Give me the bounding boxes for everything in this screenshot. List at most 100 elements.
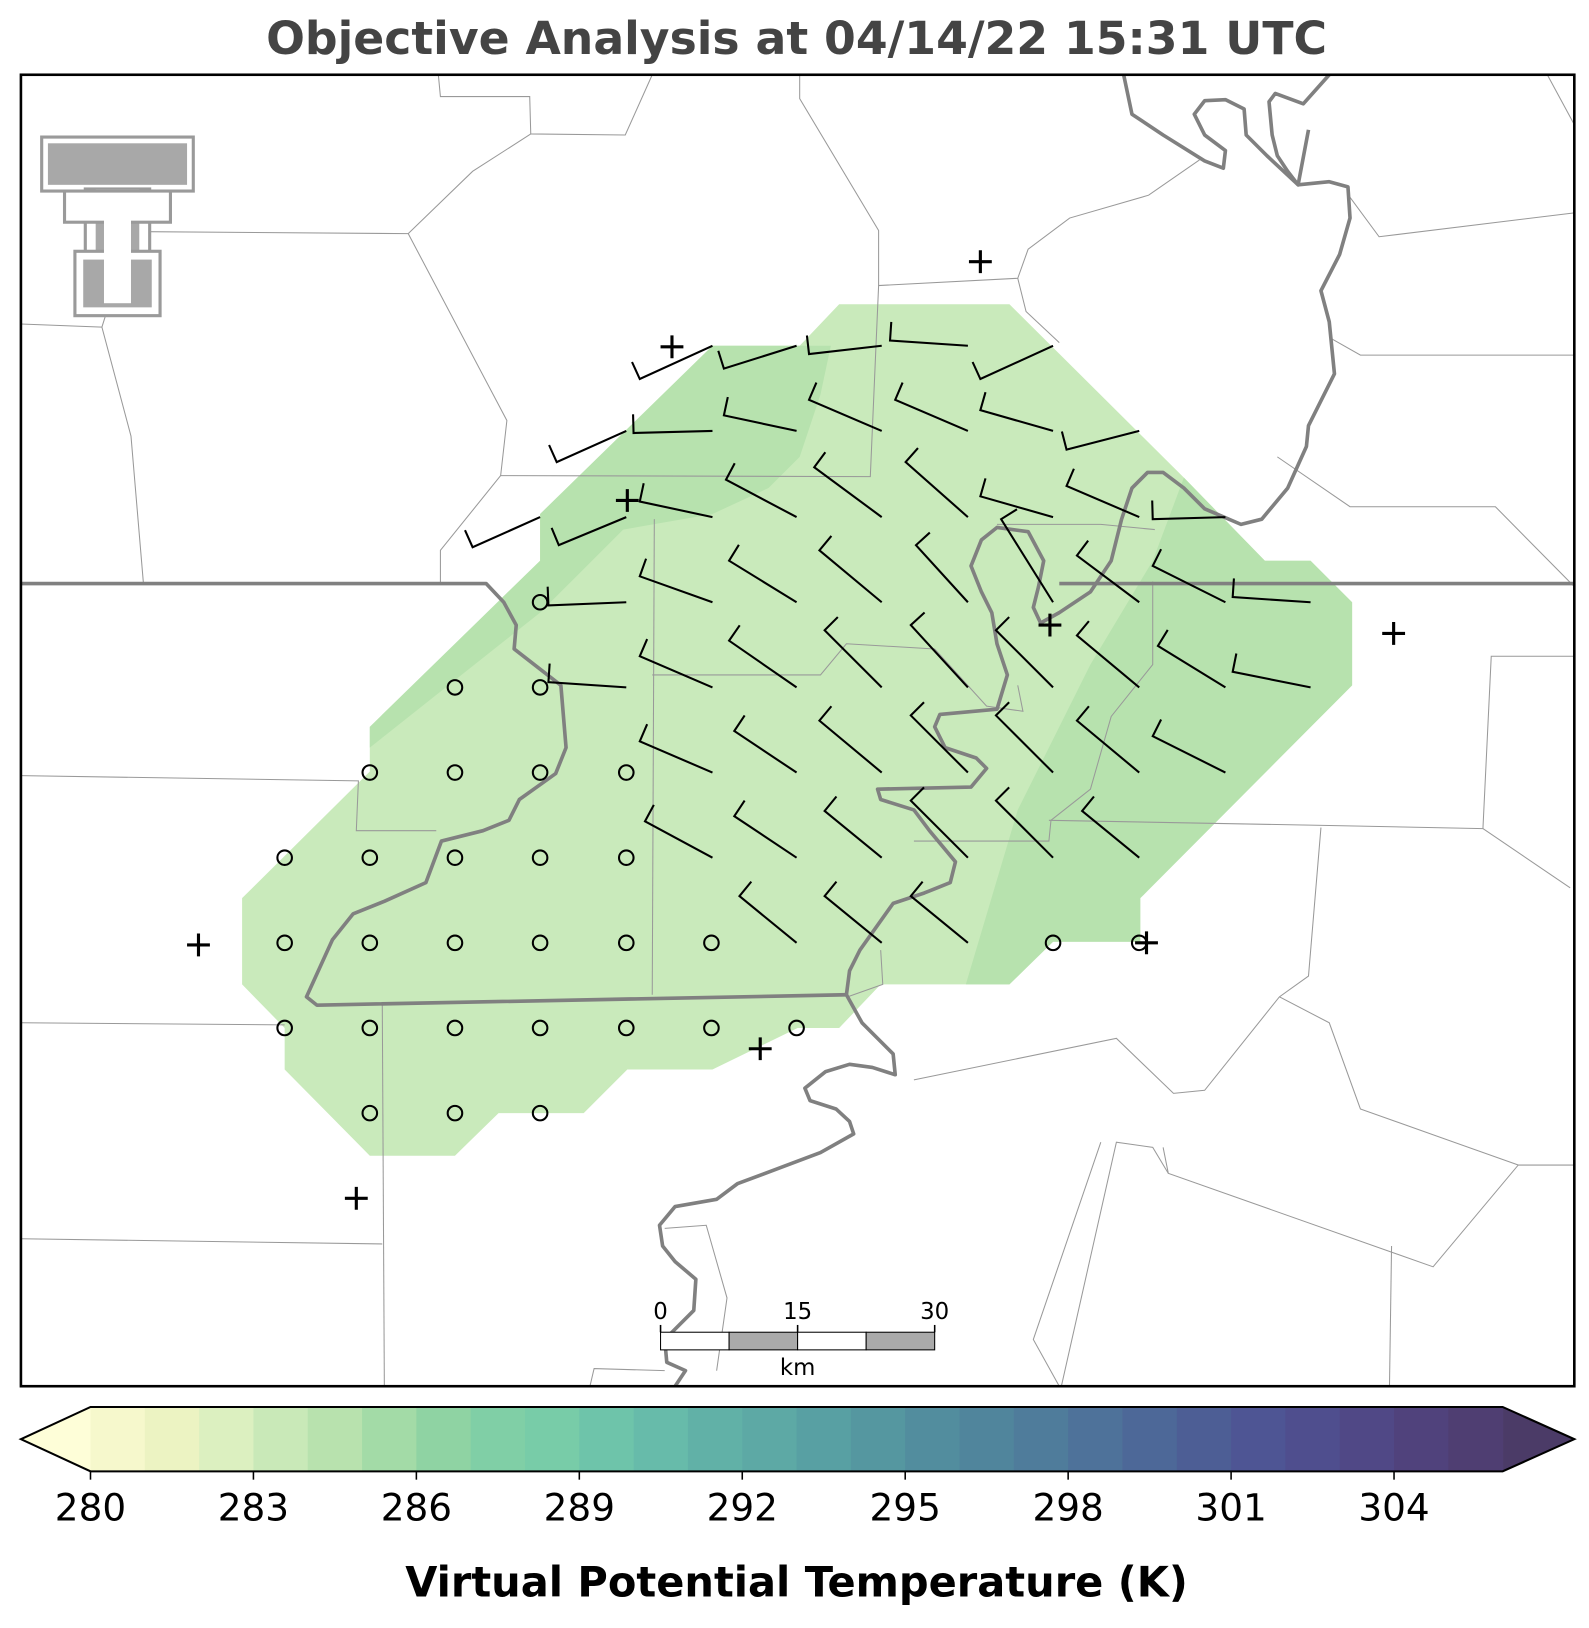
missing-station bbox=[748, 1037, 772, 1061]
colorbar-tick-label: 289 bbox=[544, 1485, 615, 1529]
calm-station bbox=[531, 849, 549, 866]
county-lines bbox=[20, 74, 1575, 1387]
colorbar-segment bbox=[687, 1406, 743, 1472]
colorbar-segment bbox=[1122, 1406, 1178, 1472]
wind-barb bbox=[464, 516, 541, 549]
wind-barb bbox=[979, 391, 1054, 432]
wind-barb bbox=[823, 616, 883, 689]
calm-station bbox=[446, 1019, 464, 1037]
wind-barb bbox=[550, 516, 627, 547]
title: Objective Analysis at 04/14/22 15:31 UTC bbox=[266, 12, 1327, 65]
wind-barb bbox=[823, 795, 883, 859]
calm-station bbox=[361, 764, 379, 781]
colorbar-tick-label: 304 bbox=[1358, 1485, 1429, 1529]
wind-barb bbox=[994, 616, 1054, 689]
colorbar-segment bbox=[1285, 1406, 1341, 1472]
calm-station bbox=[788, 1019, 805, 1037]
calm-station bbox=[276, 1019, 293, 1037]
colorbar-segment bbox=[199, 1406, 254, 1472]
wind-barb bbox=[909, 701, 969, 774]
missing-station bbox=[660, 335, 684, 359]
colorbar-label: Virtual Potential Temperature (K) bbox=[405, 1558, 1188, 1607]
missing-station bbox=[1382, 621, 1406, 645]
colorbar-segment bbox=[905, 1406, 961, 1472]
wind-barb bbox=[1065, 468, 1140, 519]
map-frame bbox=[19, 73, 1576, 1388]
missing-station bbox=[344, 1186, 368, 1210]
wind-barb bbox=[888, 321, 968, 347]
scale-segment bbox=[865, 1331, 936, 1351]
wind-barb bbox=[643, 804, 713, 859]
calm-station bbox=[531, 1104, 549, 1122]
colorbar-tick-label: 283 bbox=[218, 1485, 289, 1529]
calm-station bbox=[703, 934, 720, 952]
calm-station bbox=[617, 764, 635, 781]
wind-barb bbox=[1156, 629, 1226, 689]
wind-barb bbox=[909, 786, 969, 859]
colorbar-segment bbox=[1231, 1406, 1286, 1472]
calm-station bbox=[617, 1019, 635, 1037]
colorbar-segment bbox=[742, 1406, 798, 1472]
wind-barb bbox=[999, 508, 1054, 603]
wind-barb bbox=[727, 544, 798, 604]
wind-barb bbox=[1075, 705, 1140, 774]
wind-barb bbox=[904, 447, 969, 518]
scale-label: 30 bbox=[920, 1299, 949, 1325]
wind-barb bbox=[971, 344, 1054, 381]
colorbar-segment bbox=[633, 1406, 689, 1472]
wind-barb bbox=[1151, 548, 1226, 604]
wind-barb bbox=[722, 396, 797, 432]
colorbar-segment bbox=[579, 1406, 635, 1472]
colorbar-tick-label: 286 bbox=[381, 1485, 452, 1529]
wind-barb bbox=[1231, 653, 1311, 689]
analysis-shading-dark bbox=[369, 345, 831, 748]
map: 0 15 30 km bbox=[19, 73, 1576, 1388]
wind-barb bbox=[994, 786, 1054, 859]
scale-bar: 0 15 30 km bbox=[653, 1299, 949, 1381]
observations bbox=[187, 250, 1406, 1210]
missing-station bbox=[1038, 613, 1062, 637]
colorbar-tick-label: 298 bbox=[1032, 1485, 1103, 1529]
wind-barb bbox=[1075, 539, 1140, 604]
colorbar-segment bbox=[1339, 1406, 1395, 1472]
wind-barb bbox=[823, 880, 883, 944]
wind-barb bbox=[638, 723, 713, 774]
missing-station bbox=[1135, 931, 1158, 955]
analysis-shading bbox=[242, 304, 1353, 1156]
scale-segment bbox=[797, 1331, 867, 1351]
wind-barb bbox=[909, 611, 969, 689]
analysis-shading-dark bbox=[965, 477, 1353, 985]
colorbar-segment bbox=[90, 1406, 146, 1472]
missing-station bbox=[968, 250, 992, 274]
wind-barb bbox=[631, 344, 713, 381]
wind-barb bbox=[638, 558, 713, 604]
colorbar-segment bbox=[144, 1406, 200, 1472]
colorbar-segment bbox=[362, 1406, 417, 1472]
wind-barb bbox=[546, 586, 627, 607]
missing-station bbox=[187, 933, 210, 957]
wind-barb bbox=[1231, 578, 1311, 604]
wind-barb bbox=[994, 701, 1054, 774]
wind-barb bbox=[724, 462, 798, 519]
colorbar-tick-label: 280 bbox=[55, 1485, 126, 1529]
missing-station bbox=[615, 489, 639, 512]
logo bbox=[40, 135, 195, 318]
calm-station bbox=[703, 1019, 720, 1037]
wind-barb bbox=[1151, 500, 1226, 521]
colorbar-segment bbox=[1013, 1406, 1069, 1472]
wind-barb bbox=[632, 414, 713, 435]
colorbar-segment bbox=[1176, 1406, 1232, 1472]
calm-station bbox=[361, 849, 379, 866]
colorbar-segment bbox=[1068, 1406, 1123, 1472]
wind-barb bbox=[638, 483, 713, 519]
colorbar-segment bbox=[796, 1406, 852, 1472]
wind-barb bbox=[638, 638, 713, 689]
calm-station bbox=[276, 934, 293, 952]
colorbar-segment bbox=[525, 1406, 580, 1472]
colorbar-tick-label: 295 bbox=[870, 1485, 941, 1529]
colorbar-segment bbox=[850, 1406, 906, 1472]
wind-barb bbox=[732, 800, 798, 859]
wind-barb bbox=[812, 451, 883, 518]
wind-barb bbox=[817, 535, 883, 604]
